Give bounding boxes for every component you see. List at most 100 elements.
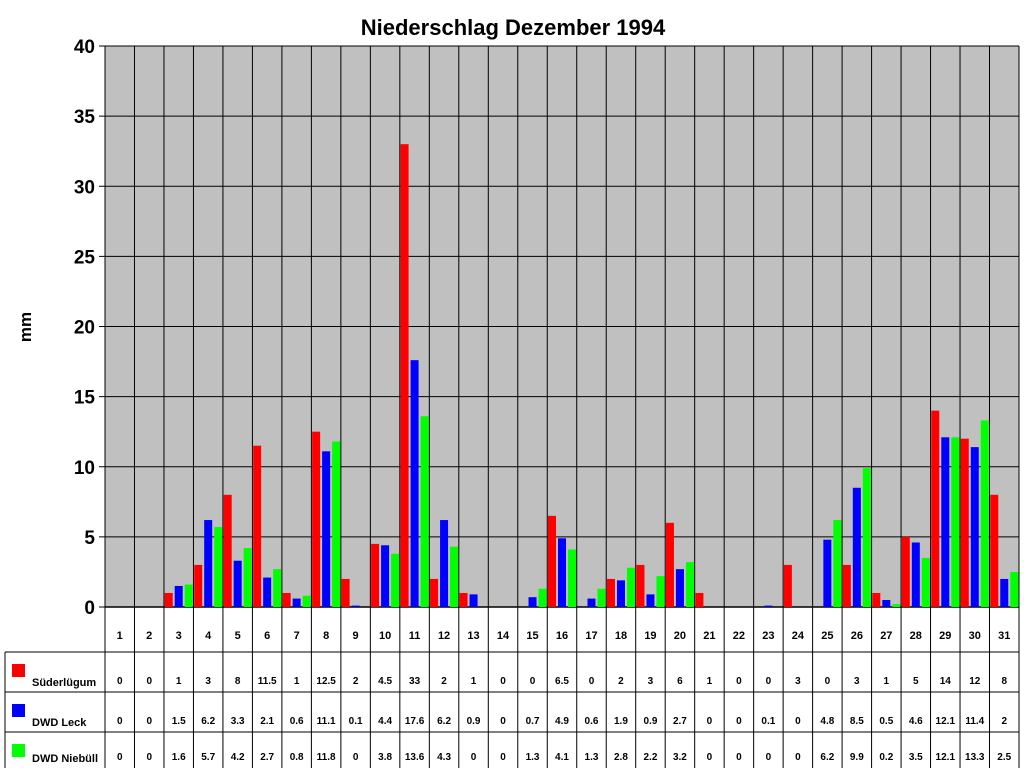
table-cell: 4.2 <box>231 752 245 763</box>
table-cell: 0 <box>530 676 536 687</box>
table-cell: 13.3 <box>965 752 985 763</box>
bar <box>606 578 615 607</box>
table-cell: 4.9 <box>555 716 569 727</box>
data-table: 1 2 3 4 5 6 7 8 9 10 11 12 13 14 15 16 17 18 19 20 21 22 23 24 2… <box>4 46 1020 768</box>
table-cell: 4.6 <box>909 716 923 727</box>
table-cell: 6 <box>677 676 683 687</box>
bar <box>597 588 606 607</box>
table-cell: 2.2 <box>643 752 657 763</box>
x-tick-label: 30 <box>969 630 981 642</box>
x-tick-label: 8 <box>323 630 329 642</box>
table-cell: 0.5 <box>879 716 893 727</box>
table-cell: 0 <box>500 716 506 727</box>
table-cell: 2.5 <box>997 752 1011 763</box>
bars <box>164 144 1019 608</box>
table-cell: 0.2 <box>879 752 893 763</box>
bar <box>273 569 282 607</box>
table-cell: 2 <box>618 676 624 687</box>
table-cell: 1.5 <box>172 716 186 727</box>
bar <box>204 520 213 607</box>
table-cell: 11.1 <box>317 716 336 727</box>
bar <box>164 592 173 607</box>
y-tick-label: 20 <box>74 318 95 339</box>
table-cell: 0.9 <box>467 716 481 727</box>
table-cell: 0 <box>795 716 801 727</box>
table-cell: 8 <box>1001 676 1007 687</box>
bar <box>292 598 301 607</box>
y-axis-label: mm <box>16 312 35 342</box>
table-cell: 17.6 <box>405 716 425 727</box>
x-tick-label: 12 <box>438 630 450 642</box>
bar <box>587 598 596 607</box>
bar <box>921 557 930 607</box>
y-tick-label: 5 <box>84 528 95 549</box>
grid-lines <box>104 45 1020 608</box>
bar <box>656 576 665 607</box>
table-cell: 4.8 <box>820 716 834 727</box>
table-cell: 0 <box>707 752 713 763</box>
table-cell: 0 <box>736 716 742 727</box>
y-tick-label: 40 <box>74 37 95 58</box>
bar <box>410 360 419 607</box>
table-cell: 3.3 <box>231 716 245 727</box>
bar <box>764 605 773 607</box>
bar <box>833 520 842 607</box>
y-tick-label: 10 <box>74 458 95 479</box>
y-tick-label: 25 <box>74 247 96 268</box>
legend-swatch <box>12 744 25 757</box>
table-cell: 1 <box>884 676 890 687</box>
legend-label: Süderlügum <box>32 677 96 689</box>
bar <box>341 578 350 607</box>
table-cell: 0.9 <box>643 716 657 727</box>
table-cell: 9.9 <box>850 752 864 763</box>
table-cell: 4.1 <box>555 752 569 763</box>
table-cell: 6.5 <box>555 676 569 687</box>
bar <box>951 437 960 607</box>
bar <box>302 595 311 607</box>
table-cell: 3 <box>795 676 801 687</box>
bar <box>381 545 390 607</box>
table-cell: 4.5 <box>378 676 392 687</box>
table-cell: 1 <box>176 676 182 687</box>
x-tick-label: 5 <box>235 630 241 642</box>
bar <box>911 542 920 607</box>
legend-swatch <box>12 704 25 717</box>
table-cell: 12.1 <box>936 716 956 727</box>
bar <box>626 567 635 607</box>
x-tick-label: 22 <box>733 630 745 642</box>
table-cell: 0 <box>707 716 713 727</box>
bar <box>783 564 792 607</box>
table-cell: 0 <box>117 752 123 763</box>
table-cell: 1.6 <box>172 752 186 763</box>
table-cell: 6.2 <box>820 752 834 763</box>
table-cell: 12.1 <box>936 752 956 763</box>
x-tick-label: 19 <box>644 630 656 642</box>
bar <box>980 420 989 607</box>
x-tick-label: 7 <box>294 630 300 642</box>
table-cell: 8.5 <box>850 716 864 727</box>
table-cell: 1 <box>707 676 713 687</box>
bar <box>528 597 537 607</box>
table-cell: 2.7 <box>260 752 274 763</box>
x-tick-label: 26 <box>851 630 863 642</box>
table-cell: 11.8 <box>317 752 336 763</box>
x-tick-label: 6 <box>264 630 270 642</box>
table-cell: 0 <box>795 752 801 763</box>
x-tick-label: 10 <box>379 630 391 642</box>
bar <box>420 416 429 607</box>
bar <box>941 437 950 607</box>
table-cell: 8 <box>235 676 241 687</box>
table-cell: 3 <box>205 676 211 687</box>
table-cell: 11.5 <box>258 676 277 687</box>
bar <box>1010 571 1019 607</box>
table-cell: 0 <box>766 676 772 687</box>
table-cell: 13.6 <box>405 752 425 763</box>
bar <box>440 520 449 607</box>
bar <box>332 441 341 607</box>
table-cell: 11.4 <box>965 716 984 727</box>
bar <box>430 578 439 607</box>
legend-swatch <box>12 664 25 677</box>
table-cell: 0 <box>117 716 123 727</box>
y-tick-label: 0 <box>84 598 95 619</box>
